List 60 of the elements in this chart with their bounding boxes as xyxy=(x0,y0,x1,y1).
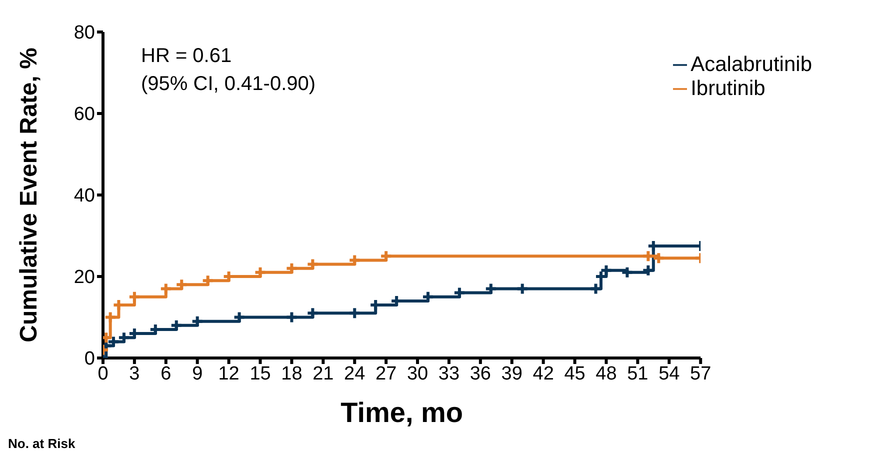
x-tick-label: 45 xyxy=(564,363,586,384)
x-tick-label: 3 xyxy=(129,363,140,384)
x-tick-label: 18 xyxy=(281,363,302,384)
x-tick-label: 0 xyxy=(98,363,108,384)
point xyxy=(652,252,666,265)
point xyxy=(642,264,655,277)
x-tick-label: 6 xyxy=(160,363,172,384)
x-tick-label: 57 xyxy=(690,363,712,384)
point xyxy=(285,310,298,324)
point xyxy=(348,306,362,320)
point xyxy=(620,266,634,279)
point xyxy=(106,335,120,348)
point xyxy=(306,258,320,271)
legend-label: Acalabrutinib xyxy=(690,53,812,76)
y-tick-label: 60 xyxy=(74,104,95,126)
legend-label: Ibrutinib xyxy=(690,77,766,100)
y-tick-label: 80 xyxy=(74,22,95,44)
y-tick-label: 40 xyxy=(74,186,95,207)
point xyxy=(117,331,130,344)
point xyxy=(201,274,214,288)
x-tick-label: 9 xyxy=(192,363,203,384)
point xyxy=(422,290,435,304)
x-tick-label: 24 xyxy=(344,363,366,384)
x-tick-label: 48 xyxy=(596,363,617,384)
x-tick-label: 39 xyxy=(501,363,522,384)
point xyxy=(452,286,466,300)
point xyxy=(232,310,246,324)
x-tick-label: 21 xyxy=(312,363,334,384)
point xyxy=(170,318,183,332)
point xyxy=(484,282,498,296)
x-axis-title: Time, mo xyxy=(340,397,463,428)
point xyxy=(348,254,362,267)
x-tick-label: 33 xyxy=(438,363,460,384)
point xyxy=(380,250,393,263)
point xyxy=(104,310,117,324)
x-tick-label: 54 xyxy=(658,363,680,384)
annotation: HR = 0.61 xyxy=(141,44,233,69)
point xyxy=(306,306,320,320)
point xyxy=(159,282,172,296)
point xyxy=(254,266,267,279)
y-axis-title: Cumulative Event Rate, % xyxy=(16,48,43,342)
x-tick-label: 15 xyxy=(250,363,271,384)
x-tick-label: 36 xyxy=(470,363,491,384)
point xyxy=(589,282,602,296)
x-tick-label: 42 xyxy=(532,363,554,384)
point xyxy=(516,282,529,296)
x-tick-label: 27 xyxy=(376,363,397,384)
point xyxy=(285,262,298,275)
point xyxy=(600,264,613,277)
x-tick-label: 51 xyxy=(627,363,648,384)
annotation: (95% CI, 0.41-0.90) xyxy=(141,72,316,97)
text: No. at Risk xyxy=(8,436,76,451)
point xyxy=(190,314,204,328)
y-tick-label: 20 xyxy=(74,267,95,288)
point xyxy=(128,290,141,304)
x-tick-label: 30 xyxy=(406,363,428,384)
x-tick-label: 12 xyxy=(218,363,240,384)
point xyxy=(642,250,655,263)
point xyxy=(175,278,188,292)
y-tick-label: 0 xyxy=(84,348,95,370)
